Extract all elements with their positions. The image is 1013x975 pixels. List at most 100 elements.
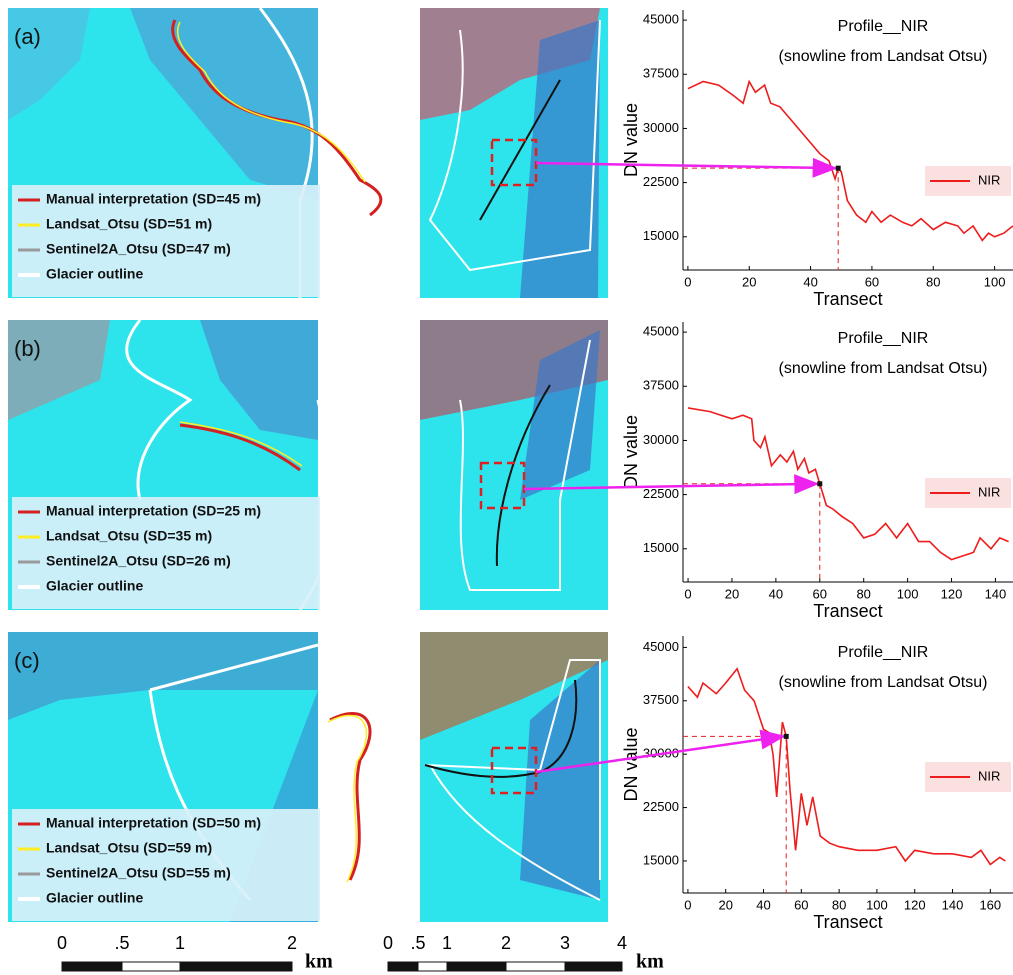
x-tick-label: 0 (684, 274, 691, 289)
scale-segment (121, 961, 181, 972)
y-tick-label: 15000 (643, 540, 679, 555)
x-tick-label: 80 (926, 274, 940, 289)
snowline-arrow (535, 729, 786, 774)
y-tick-label: 22500 (643, 174, 679, 189)
terrain (420, 320, 608, 420)
y-tick-label: 37500 (643, 692, 679, 707)
legend-label: Sentinel2A_Otsu (SD=55 m) (46, 865, 231, 881)
terrain (420, 632, 608, 740)
legend-label: Glacier outline (46, 890, 143, 906)
x-tick-label: 100 (897, 586, 919, 601)
snowline-arrow (535, 157, 838, 178)
scale-label: 1 (175, 933, 185, 953)
ice-area (130, 8, 318, 200)
transect (479, 79, 561, 221)
y-tick-label: 15000 (643, 228, 679, 243)
y-tick-label: 45000 (643, 12, 679, 27)
legend-label: Sentinel2A_Otsu (SD=26 m) (46, 553, 231, 569)
x-tick-label: 120 (941, 586, 963, 601)
x-axis-label: Transect (813, 601, 882, 621)
glacier-outline (428, 19, 601, 272)
x-tick-label: 0 (684, 586, 691, 601)
series-line (687, 79, 1013, 242)
snowline (179, 421, 303, 467)
legend-label: NIR (978, 768, 1000, 783)
legend-label: Landsat_Otsu (SD=59 m) (46, 840, 212, 856)
x-tick-label: 100 (866, 897, 888, 912)
y-axis-label: DN value (621, 415, 641, 489)
zoom-box (490, 138, 538, 187)
legend-label: Manual interpretation (SD=50 m) (46, 815, 261, 831)
x-tick-label: 80 (832, 897, 846, 912)
y-tick-label: 45000 (643, 639, 679, 654)
scale-segment (446, 961, 507, 972)
transect (495, 384, 551, 567)
x-tick-label: 120 (904, 897, 926, 912)
series-line (687, 667, 1006, 866)
ice-area (520, 330, 600, 500)
x-axis-label: Transect (813, 289, 882, 309)
x-tick-label: 40 (803, 274, 817, 289)
scale-label: 4 (617, 933, 627, 953)
legend-label: NIR (978, 484, 1000, 499)
panel-label: (b) (14, 336, 41, 361)
y-tick-label: 37500 (643, 66, 679, 81)
snowline (177, 21, 366, 183)
legend-label: Glacier outline (46, 578, 143, 594)
scale-label: .5 (114, 933, 129, 953)
y-tick-label: 30000 (643, 432, 679, 447)
ice-area (8, 632, 318, 720)
legend-box (12, 185, 320, 297)
glacier-outline (459, 339, 591, 591)
scale-label: 3 (560, 933, 570, 953)
legend-box (12, 809, 320, 921)
snowline-point (835, 165, 841, 171)
snowline-point (817, 481, 823, 487)
legend-label: Manual interpretation (SD=25 m) (46, 503, 261, 519)
chart-title: Profile__NIR (838, 18, 929, 35)
x-tick-label: 40 (769, 586, 783, 601)
chart-subtitle: (snowline from Landsat Otsu) (779, 674, 988, 691)
y-tick-label: 30000 (643, 120, 679, 135)
snowline (327, 714, 368, 883)
scale-segment (387, 961, 419, 972)
glacier-outline (424, 659, 601, 901)
x-tick-label: 140 (942, 897, 964, 912)
ice-area (520, 20, 600, 298)
x-tick-label: 160 (979, 897, 1001, 912)
chart-subtitle: (snowline from Landsat Otsu) (779, 48, 988, 65)
y-tick-label: 22500 (643, 799, 679, 814)
scale-unit: km (636, 951, 664, 973)
chart-subtitle: (snowline from Landsat Otsu) (779, 360, 988, 377)
legend-label: Landsat_Otsu (SD=51 m) (46, 216, 212, 232)
scale-label: 2 (501, 933, 511, 953)
scale-label: 0 (57, 933, 67, 953)
x-tick-label: 20 (742, 274, 756, 289)
scale-label: .5 (410, 933, 425, 953)
x-tick-label: 60 (813, 586, 827, 601)
ice-area (520, 660, 600, 900)
snowline (179, 423, 301, 472)
snowline-arrow (523, 474, 820, 495)
legend-label: Manual interpretation (SD=45 m) (46, 191, 261, 207)
x-tick-label: 40 (756, 897, 770, 912)
x-tick-label: 100 (984, 274, 1006, 289)
chart-title: Profile__NIR (838, 330, 929, 347)
x-tick-label: 60 (865, 274, 879, 289)
x-tick-label: 140 (985, 586, 1007, 601)
scale-label: 1 (442, 933, 452, 953)
scale-segment (564, 961, 623, 972)
legend-label: Sentinel2A_Otsu (SD=47 m) (46, 241, 231, 257)
legend-label: Landsat_Otsu (SD=35 m) (46, 528, 212, 544)
snowline (171, 19, 383, 217)
x-tick-label: 20 (718, 897, 732, 912)
x-tick-label: 20 (725, 586, 739, 601)
x-tick-label: 80 (856, 586, 870, 601)
snowline-point (783, 733, 789, 739)
zoom-box (479, 461, 526, 510)
y-tick-label: 15000 (643, 852, 679, 867)
ice-area (8, 8, 90, 120)
x-tick-label: 60 (794, 897, 808, 912)
scale-unit: km (305, 951, 333, 973)
